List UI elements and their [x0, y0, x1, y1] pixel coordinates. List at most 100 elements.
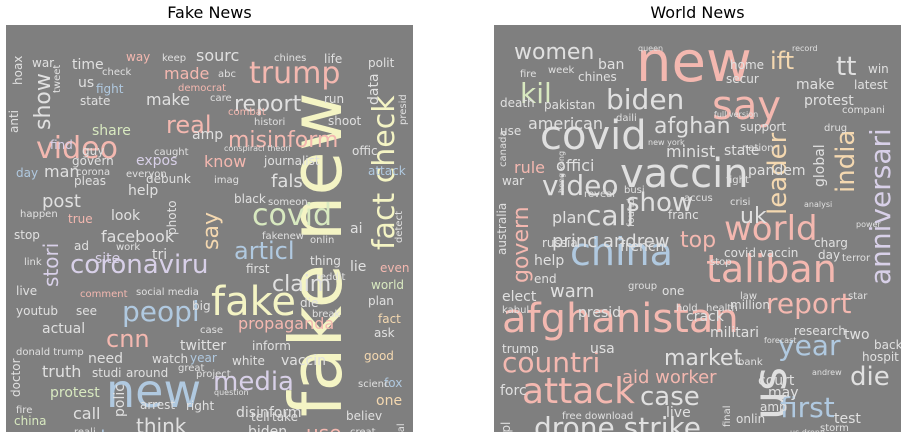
word-use: use — [306, 421, 341, 432]
word-abc: abc — [218, 69, 236, 80]
word-chines: chines — [274, 53, 306, 64]
word-live: live — [16, 284, 37, 298]
word-anti: anti — [7, 110, 21, 133]
word-world: world — [724, 209, 818, 249]
word-covid-vaccin: covid vaccin — [724, 246, 798, 260]
word-donald-trump: donald trump — [16, 347, 84, 358]
word-everyon: everyon — [126, 169, 167, 180]
word-queen: queen — [638, 44, 663, 53]
word-articl: articl — [234, 237, 295, 265]
word-report: report — [234, 92, 302, 117]
word-journalist: journalist — [263, 154, 320, 168]
word-bank: bank — [738, 357, 763, 368]
word-covid: covid — [252, 198, 332, 233]
word-viral: viral — [396, 423, 407, 432]
word-minist: minist — [666, 142, 715, 161]
word-report: report — [766, 287, 852, 320]
word-pandem: pandem — [748, 163, 805, 179]
word-war: war — [502, 174, 524, 188]
word-forc: forc — [500, 383, 527, 399]
word-research: research — [794, 324, 846, 338]
word-india: india — [831, 130, 861, 193]
word-rule: rule — [514, 158, 545, 177]
word-question: question — [214, 388, 249, 397]
word-us: us — [743, 367, 797, 420]
word-record: record — [792, 44, 818, 53]
word-call: call — [586, 199, 634, 232]
word-even: even — [380, 261, 409, 275]
word-free-download: free download — [562, 411, 633, 422]
word-comment: comment — [80, 289, 128, 300]
word-man: man — [44, 162, 80, 181]
word-may: may — [768, 385, 799, 401]
word-polit: polit — [368, 56, 395, 70]
word-arrest: arrest — [140, 398, 175, 412]
word-photo: photo — [165, 200, 179, 235]
word-hold: hold — [676, 303, 698, 314]
word-reali: reali — [74, 427, 96, 432]
word-terror: terror — [842, 253, 871, 264]
word-shoot: shoot — [328, 114, 362, 128]
word-new-york: new york — [648, 138, 685, 147]
word-amp: amp — [760, 400, 787, 414]
word-presid: presid — [398, 94, 409, 125]
word-leader: leader — [763, 132, 793, 215]
word-day: day — [818, 248, 840, 262]
word-see: see — [76, 304, 97, 318]
word-stop: stop — [14, 228, 40, 242]
word-state: state — [80, 94, 110, 108]
word-usa: usa — [590, 341, 615, 357]
word-countri: countri — [502, 346, 600, 379]
word-fact: fact — [378, 312, 401, 326]
word-found: found — [626, 198, 637, 227]
word-fight: fight — [726, 175, 749, 186]
word-market: market — [664, 346, 742, 371]
word-work: work — [116, 242, 140, 253]
word-govern: govern — [509, 206, 534, 283]
word-share: share — [92, 123, 131, 139]
word-claim: claim — [272, 272, 331, 297]
word-tri: tri — [152, 247, 167, 263]
word-protest: protest — [50, 385, 100, 401]
word-presid: presid — [578, 305, 621, 321]
word-attack: attack — [522, 371, 635, 412]
word-fire: fire — [16, 405, 32, 416]
word-analysi: analysi — [804, 200, 832, 209]
chart-title-fake-news: Fake News — [167, 3, 252, 22]
word-ift: ift — [770, 47, 794, 75]
word-uk: uk — [740, 204, 767, 229]
word-time: time — [72, 57, 104, 73]
word-fals: fals — [271, 171, 303, 192]
word-fact-check: fact check — [367, 95, 402, 250]
chart-title-world-news: World News — [650, 3, 745, 22]
word-corona: corona — [76, 167, 110, 178]
word-afghanistan: afghanistan — [502, 296, 739, 342]
word-chines: chines — [578, 70, 617, 84]
word-peopl: peopl — [499, 422, 513, 432]
word-find: find — [50, 138, 73, 152]
word-inform: inform — [252, 339, 291, 353]
word-taliban: taliban — [706, 247, 837, 291]
word-white: white — [232, 354, 265, 368]
word-one: one — [376, 393, 402, 409]
word-propaganda: propaganda — [238, 314, 334, 333]
word-end: end — [534, 272, 557, 286]
word-drone-strike: drone strike — [534, 411, 701, 432]
word-conspiraci-theori: conspiraci theori — [224, 144, 291, 153]
word-fake-new: fake new — [274, 92, 358, 417]
word-day: day — [16, 166, 38, 180]
word-show: show — [626, 188, 693, 218]
word-offic: offic — [352, 144, 378, 158]
word-forecast: forecast — [764, 336, 796, 345]
word-afghan: afghan — [654, 114, 731, 139]
word-histori: histori — [254, 117, 285, 128]
word-imag: imag — [214, 175, 239, 186]
word-die: die — [850, 362, 890, 392]
word-first: first — [780, 391, 835, 424]
word-hoax: hoax — [11, 56, 25, 85]
word-china: china — [14, 414, 47, 428]
word-pakistan: pakistan — [544, 98, 595, 112]
word-crack: crack — [686, 309, 725, 325]
word-state: state — [724, 143, 759, 159]
word-expos: expos — [136, 153, 177, 169]
